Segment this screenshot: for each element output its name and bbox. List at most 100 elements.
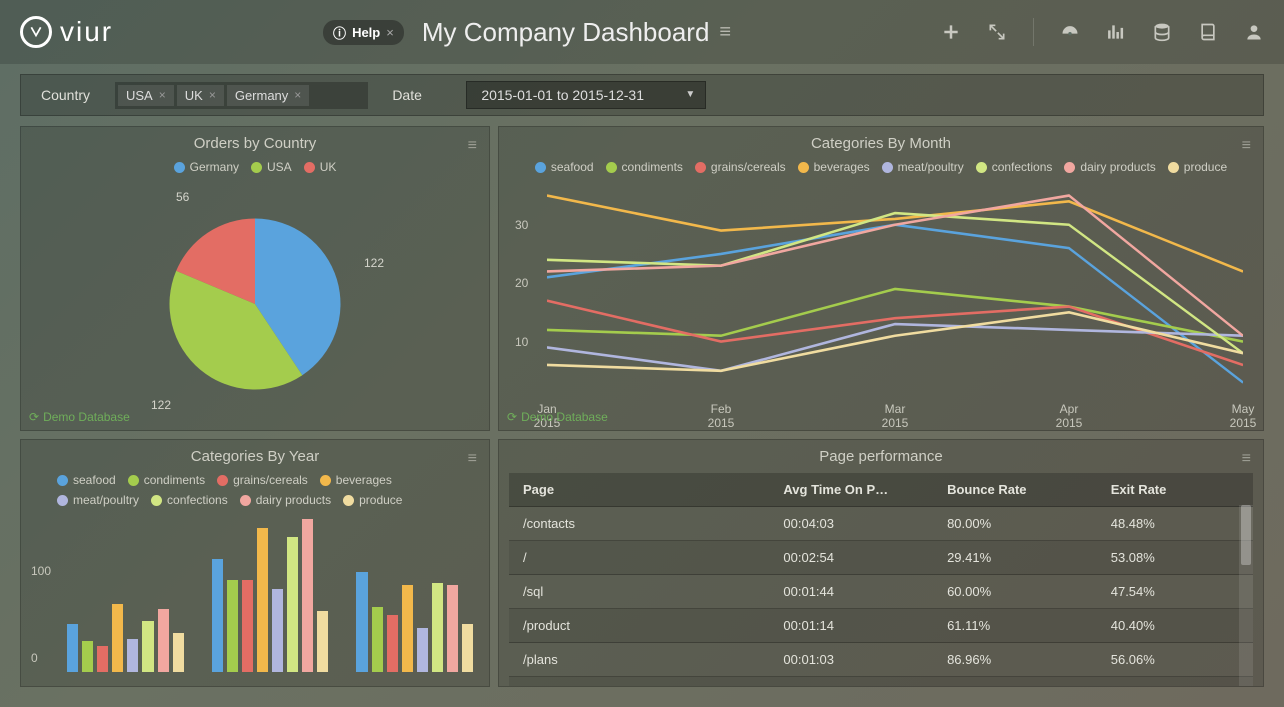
table-header[interactable]: Page bbox=[509, 473, 769, 507]
chip-remove-icon[interactable]: × bbox=[294, 88, 301, 102]
bar[interactable] bbox=[142, 621, 153, 672]
legend-item[interactable]: dairy products bbox=[240, 493, 331, 507]
line-series[interactable] bbox=[547, 225, 1243, 383]
legend-item[interactable]: grains/cereals bbox=[217, 473, 308, 487]
brand-logo[interactable]: viur bbox=[20, 16, 113, 48]
close-icon[interactable]: × bbox=[386, 25, 394, 40]
table-row[interactable]: /00:02:5429.41%53.08% bbox=[509, 541, 1253, 575]
bar[interactable] bbox=[242, 580, 253, 672]
panel-orders-by-country: Orders by Country ≡ GermanyUSAUK 56 122 … bbox=[20, 126, 490, 431]
bar[interactable] bbox=[127, 639, 138, 672]
legend-item[interactable]: UK bbox=[304, 160, 337, 174]
bar[interactable] bbox=[112, 604, 123, 672]
panel-source[interactable]: ⟳ Demo Database bbox=[29, 410, 130, 424]
legend-item[interactable]: meat/poultry bbox=[57, 493, 139, 507]
table-header[interactable]: Exit Rate bbox=[1097, 473, 1253, 507]
legend-item[interactable]: confections bbox=[976, 160, 1053, 174]
panel-source[interactable]: ⟳ Demo Database bbox=[507, 410, 608, 424]
country-chip[interactable]: UK× bbox=[177, 85, 224, 106]
country-chip-row[interactable]: USA×UK×Germany× bbox=[115, 82, 368, 109]
legend-item[interactable]: USA bbox=[251, 160, 292, 174]
table-row[interactable]: /?ref=StartupYar00:01:030.00%0.00% bbox=[509, 677, 1253, 687]
refresh-icon: ⟳ bbox=[507, 410, 517, 424]
legend-item[interactable]: Germany bbox=[174, 160, 239, 174]
bar[interactable] bbox=[212, 559, 223, 672]
bar[interactable] bbox=[432, 583, 443, 672]
database-icon[interactable] bbox=[1152, 22, 1172, 42]
panel-categories-by-year: Categories By Year ≡ seafoodcondimentsgr… bbox=[20, 439, 490, 687]
bar[interactable] bbox=[317, 611, 328, 672]
book-icon[interactable] bbox=[1198, 22, 1218, 42]
country-chip[interactable]: Germany× bbox=[227, 85, 309, 106]
table-header[interactable]: Bounce Rate bbox=[933, 473, 1097, 507]
country-label: Country bbox=[41, 87, 101, 103]
legend-item[interactable]: produce bbox=[1168, 160, 1227, 174]
title-menu-icon[interactable]: ≡ bbox=[719, 21, 731, 44]
table-row[interactable]: /product00:01:1461.11%40.40% bbox=[509, 609, 1253, 643]
bar[interactable] bbox=[82, 641, 93, 672]
pie-value-uk: 56 bbox=[176, 190, 189, 204]
date-range-select[interactable]: 2015-01-01 to 2015-12-31 ▼ bbox=[466, 81, 706, 109]
line-series[interactable] bbox=[547, 324, 1243, 371]
legend-swatch bbox=[798, 162, 809, 173]
line-series[interactable] bbox=[547, 196, 1243, 272]
country-chip[interactable]: USA× bbox=[118, 85, 174, 106]
legend-item[interactable]: condiments bbox=[128, 473, 205, 487]
chip-remove-icon[interactable]: × bbox=[209, 88, 216, 102]
table-header[interactable]: Avg Time On P… bbox=[769, 473, 933, 507]
info-icon: ⓘ bbox=[333, 23, 346, 42]
bar[interactable] bbox=[227, 580, 238, 672]
table-row[interactable]: /contacts00:04:0380.00%48.48% bbox=[509, 507, 1253, 541]
bar[interactable] bbox=[447, 585, 458, 672]
scrollbar-thumb[interactable] bbox=[1241, 505, 1251, 565]
bar[interactable] bbox=[302, 519, 313, 672]
legend-item[interactable]: produce bbox=[343, 493, 402, 507]
bar[interactable] bbox=[173, 633, 184, 672]
legend-item[interactable]: dairy products bbox=[1064, 160, 1155, 174]
legend-swatch bbox=[57, 495, 68, 506]
legend-item[interactable]: confections bbox=[151, 493, 228, 507]
bar[interactable] bbox=[402, 585, 413, 672]
bar[interactable] bbox=[158, 609, 169, 672]
panel-title: Page performance bbox=[499, 440, 1263, 469]
bar[interactable] bbox=[272, 589, 283, 672]
barchart-icon[interactable] bbox=[1106, 22, 1126, 42]
table-row[interactable]: /plans00:01:0386.96%56.06% bbox=[509, 643, 1253, 677]
toolbar-divider bbox=[1033, 18, 1034, 46]
user-icon[interactable] bbox=[1244, 22, 1264, 42]
bar[interactable] bbox=[356, 572, 367, 672]
table-scroll: PageAvg Time On P…Bounce RateExit Rate /… bbox=[509, 473, 1253, 686]
pie-chart: 56 122 122 bbox=[21, 178, 489, 430]
gauge-icon[interactable] bbox=[1060, 22, 1080, 42]
legend-item[interactable]: beverages bbox=[798, 160, 870, 174]
legend-item[interactable]: meat/poultry bbox=[882, 160, 964, 174]
legend-item[interactable]: grains/cereals bbox=[695, 160, 786, 174]
bar[interactable] bbox=[97, 646, 108, 672]
bar[interactable] bbox=[257, 528, 268, 672]
legend-item[interactable]: seafood bbox=[535, 160, 594, 174]
panel-menu-icon[interactable]: ≡ bbox=[1242, 137, 1251, 155]
bar[interactable] bbox=[387, 615, 398, 672]
chip-remove-icon[interactable]: × bbox=[159, 88, 166, 102]
chip-spacer bbox=[312, 85, 362, 106]
add-icon[interactable] bbox=[941, 22, 961, 42]
legend-swatch bbox=[1168, 162, 1179, 173]
legend-swatch bbox=[174, 162, 185, 173]
line-series[interactable] bbox=[547, 289, 1243, 342]
panel-menu-icon[interactable]: ≡ bbox=[1242, 450, 1251, 468]
panel-menu-icon[interactable]: ≡ bbox=[468, 137, 477, 155]
bar[interactable] bbox=[287, 537, 298, 672]
legend-item[interactable]: beverages bbox=[320, 473, 392, 487]
legend-item[interactable]: seafood bbox=[57, 473, 116, 487]
bar[interactable] bbox=[67, 624, 78, 672]
expand-icon[interactable] bbox=[987, 22, 1007, 42]
legend-item[interactable]: condiments bbox=[606, 160, 683, 174]
country-filter: Country USA×UK×Germany× bbox=[41, 82, 368, 109]
help-button[interactable]: ⓘ Help × bbox=[323, 20, 404, 45]
panel-menu-icon[interactable]: ≡ bbox=[468, 450, 477, 468]
bar[interactable] bbox=[462, 624, 473, 672]
bar[interactable] bbox=[372, 607, 383, 672]
table-row[interactable]: /sql00:01:4460.00%47.54% bbox=[509, 575, 1253, 609]
bar[interactable] bbox=[417, 628, 428, 672]
scrollbar[interactable] bbox=[1239, 505, 1253, 686]
